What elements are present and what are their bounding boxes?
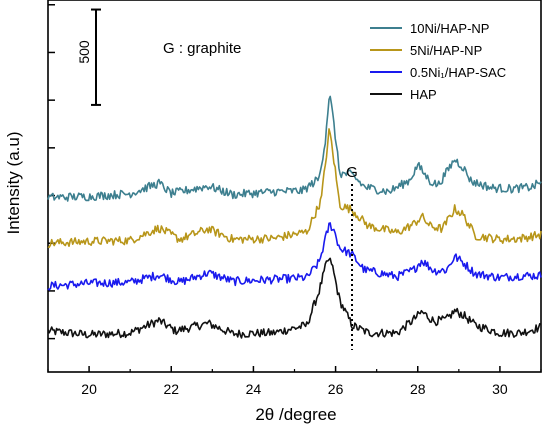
x-tick-label-22: 22 [163,381,179,397]
x-tick-label-28: 28 [410,381,426,397]
legend-label-5ni-hap-np: 5Ni/HAP-NP [410,43,482,58]
scale-bar-label: 500 [76,40,92,64]
x-tick-label-20: 20 [81,381,97,397]
x-axis-title: 2θ /degree [255,405,336,424]
scale-bar: 500 [76,8,101,106]
series-5ni-hap-np [47,128,542,249]
peak-marker-label: G [346,164,358,181]
legend: 10Ni/HAP-NP 5Ni/HAP-NP 0.5Ni₁/HAP-SAC HAP [370,21,506,102]
legend-label-0-5ni-hap-sac: 0.5Ni₁/HAP-SAC [410,65,506,80]
legend-label-hap: HAP [410,87,437,102]
series-0-5ni-hap-sac [47,222,542,291]
series-hap [47,257,542,339]
legend-label-10ni-hap-np: 10Ni/HAP-NP [410,21,489,36]
graphite-annotation: G : graphite [163,40,241,57]
x-axis-ticks: 20 22 24 26 28 30 [47,366,542,397]
x-tick-label-26: 26 [328,381,344,397]
graphite-peak-marker: G [346,164,358,350]
y-axis-ticks [48,4,55,340]
y-axis-title: Intensity (a.u) [4,132,23,235]
x-tick-label-30: 30 [492,381,508,397]
series-group [47,95,542,339]
series-10ni-hap-np [47,95,542,202]
x-tick-label-24: 24 [246,381,262,397]
